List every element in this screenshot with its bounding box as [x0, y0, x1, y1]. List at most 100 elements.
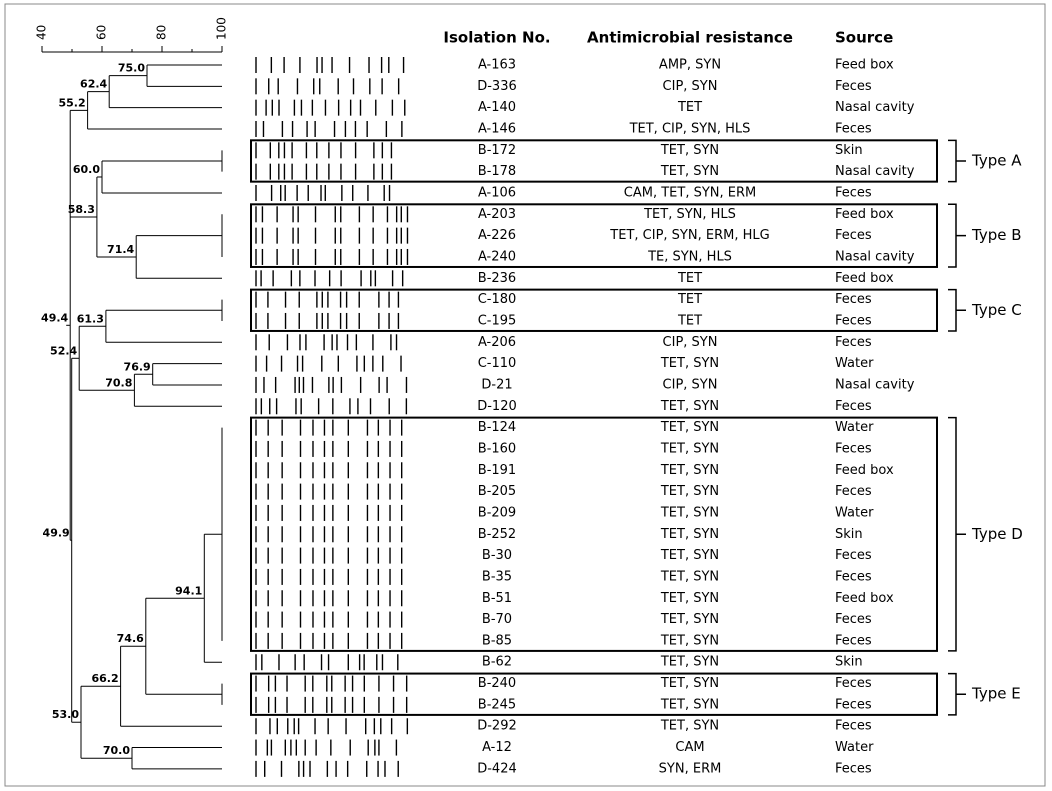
resistance: TET, SYN — [660, 356, 719, 371]
node-label: 60.0 — [73, 163, 100, 176]
resistance: TET — [677, 292, 702, 307]
type-label: Type C — [971, 301, 1022, 319]
resistance: TET, SYN — [660, 527, 719, 542]
source: Feces — [835, 185, 872, 200]
isolation-no: B-205 — [478, 484, 516, 499]
isolation-no: B-70 — [482, 612, 512, 627]
node-label: 76.9 — [124, 360, 151, 373]
source: Nasal cavity — [835, 377, 915, 392]
isolation-no: A-140 — [478, 100, 516, 115]
node-label: 66.2 — [91, 672, 118, 685]
isolation-no: C-110 — [478, 356, 517, 371]
type-bracket — [948, 290, 966, 331]
node-label: 52.4 — [50, 344, 77, 357]
isolation-no: B-124 — [478, 420, 516, 435]
resistance: TET, SYN — [660, 697, 719, 712]
source: Feed box — [835, 271, 894, 286]
resistance: TET, SYN, HLS — [643, 207, 736, 222]
resistance: TET, SYN — [660, 612, 719, 627]
isolation-no: B-160 — [478, 441, 516, 456]
isolation-no: A-240 — [478, 249, 516, 264]
resistance: TET — [677, 271, 702, 286]
resistance: CIP, SYN — [663, 377, 718, 392]
resistance: TET, SYN — [660, 143, 719, 158]
isolation-no: B-236 — [478, 271, 516, 286]
isolation-no: D-21 — [481, 377, 512, 392]
isolation-no: B-252 — [478, 527, 516, 542]
resistance: TET, SYN — [660, 569, 719, 584]
axis-tick-label: 60 — [95, 25, 109, 40]
source: Feces — [835, 79, 872, 94]
isolation-no: B-172 — [478, 143, 516, 158]
isolation-no: B-62 — [482, 655, 512, 670]
isolation-no: A-203 — [478, 207, 516, 222]
isolation-no: B-51 — [482, 591, 512, 606]
isolation-no: B-30 — [482, 548, 512, 563]
source: Feces — [835, 548, 872, 563]
isolation-no: A-146 — [478, 121, 516, 136]
node-label: 49.4 — [41, 311, 68, 324]
source: Feces — [835, 719, 872, 734]
isolation-no: B-191 — [478, 463, 516, 478]
source: Feces — [835, 121, 872, 136]
resistance: CIP, SYN — [663, 335, 718, 350]
source: Water — [835, 356, 874, 371]
resistance: TE, SYN, HLS — [647, 249, 732, 264]
source: Feces — [835, 697, 872, 712]
frame — [5, 4, 1045, 786]
isolation-no: A-163 — [478, 58, 516, 73]
resistance: TET — [677, 100, 702, 115]
resistance: TET — [677, 313, 702, 328]
node-label: 70.0 — [103, 744, 130, 757]
isolation-no: B-245 — [478, 697, 516, 712]
source: Feed box — [835, 463, 894, 478]
resistance: TET, SYN — [660, 484, 719, 499]
source: Feces — [835, 313, 872, 328]
source: Feces — [835, 676, 872, 691]
source: Feces — [835, 633, 872, 648]
source: Skin — [835, 527, 863, 542]
resistance: TET, SYN — [660, 420, 719, 435]
type-bracket — [948, 140, 966, 181]
source: Feces — [835, 441, 872, 456]
source: Feces — [835, 399, 872, 414]
resistance: TET, SYN — [660, 719, 719, 734]
node-label: 75.0 — [118, 62, 145, 75]
type-label: Type E — [971, 685, 1021, 703]
node-label: 62.4 — [80, 78, 107, 91]
node-label: 61.3 — [77, 312, 104, 325]
type-label: Type B — [971, 226, 1022, 244]
header-source: Source — [835, 29, 893, 47]
source: Skin — [835, 655, 863, 670]
header-isolation: Isolation No. — [443, 29, 550, 47]
node-label: 58.3 — [68, 203, 95, 216]
isolation-no: A-12 — [482, 740, 512, 755]
type-label: Type D — [971, 525, 1023, 543]
type-bracket — [948, 418, 966, 651]
resistance: TET, CIP, SYN, ERM, HLG — [609, 228, 769, 243]
source: Feces — [835, 228, 872, 243]
source: Feces — [835, 292, 872, 307]
source: Water — [835, 505, 874, 520]
resistance: TET, SYN — [660, 164, 719, 179]
resistance: TET, SYN — [660, 591, 719, 606]
source: Feces — [835, 335, 872, 350]
source: Nasal cavity — [835, 100, 915, 115]
isolation-no: C-195 — [478, 313, 517, 328]
type-label: Type A — [971, 151, 1022, 169]
source: Nasal cavity — [835, 249, 915, 264]
source: Feed box — [835, 591, 894, 606]
isolation-no: B-35 — [482, 569, 512, 584]
isolation-no: D-292 — [477, 719, 517, 734]
isolation-no: B-240 — [478, 676, 516, 691]
figure: Isolation No. Antimicrobial resistance S… — [0, 0, 1052, 791]
resistance: TET, SYN — [660, 505, 719, 520]
resistance: TET, SYN — [660, 633, 719, 648]
isolation-no: A-226 — [478, 228, 516, 243]
isolation-no: B-178 — [478, 164, 516, 179]
isolation-no: A-206 — [478, 335, 516, 350]
resistance: TET, SYN — [660, 441, 719, 456]
source: Water — [835, 420, 874, 435]
isolation-no: C-180 — [478, 292, 517, 307]
axis-tick-label: 100 — [215, 17, 229, 40]
